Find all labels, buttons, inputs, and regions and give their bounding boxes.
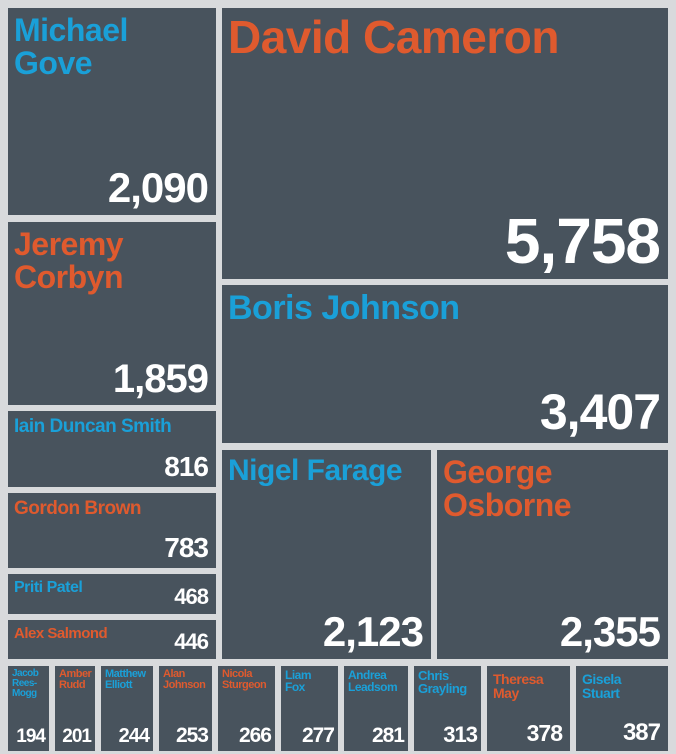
tile-value-label: 1,859 xyxy=(112,357,209,401)
tile-value-label: 5,758 xyxy=(504,205,661,277)
tile-name-label: Gisela Stuart xyxy=(582,671,622,702)
tile-name-label: Gordon Brown xyxy=(14,498,141,519)
tile-value-label: 2,090 xyxy=(107,164,209,211)
treemap-tile-rudd: Amber Rudd 201 xyxy=(55,666,95,751)
treemap-tile-gove: Michael Gove 2,090 xyxy=(8,8,216,215)
tile-name-label: Iain Duncan Smith xyxy=(14,416,172,437)
tile-name-label: Theresa May xyxy=(493,671,544,702)
tile-value-label: 446 xyxy=(174,629,209,654)
tile-name-label: Jeremy Corbyn xyxy=(14,226,124,295)
tile-value-label: 277 xyxy=(301,724,335,747)
tile-name-label: Nigel Farage xyxy=(228,454,403,487)
treemap-tile-patel: Priti Patel 468 xyxy=(8,574,216,614)
tile-value-label: 3,407 xyxy=(539,384,661,440)
tile-value-label: 816 xyxy=(164,451,209,482)
tile-name-label: Andrea Leadsom xyxy=(348,668,398,695)
treemap-tile-ids: Iain Duncan Smith 816 xyxy=(8,411,216,487)
tile-name-label: Liam Fox xyxy=(285,668,312,695)
tile-value-label: 783 xyxy=(164,532,209,563)
treemap-tile-farage: Nigel Farage 2,123 xyxy=(222,450,431,659)
treemap-tile-reesmogg: Jacob Rees- Mogg 194 xyxy=(8,666,49,751)
tile-name-label: Matthew Elliott xyxy=(105,668,146,692)
tile-value-label: 281 xyxy=(371,724,405,747)
tile-name-label: Alex Salmond xyxy=(14,625,108,642)
tile-name-label: Jacob Rees- Mogg xyxy=(12,668,39,700)
tile-name-label: Boris Johnson xyxy=(228,289,460,327)
tile-name-label: Amber Rudd xyxy=(59,668,92,692)
tile-value-label: 2,355 xyxy=(559,608,661,655)
tile-name-label: David Cameron xyxy=(228,11,559,63)
tile-value-label: 194 xyxy=(16,726,46,747)
tile-name-label: Chris Grayling xyxy=(418,668,467,697)
tile-name-label: Nicola Sturgeon xyxy=(222,668,267,692)
treemap-tile-corbyn: Jeremy Corbyn 1,859 xyxy=(8,222,216,405)
tile-name-label: Alan Johnson xyxy=(163,668,206,692)
treemap-tile-grayling: Chris Grayling 313 xyxy=(414,666,481,751)
treemap-tile-osborne: George Osborne 2,355 xyxy=(437,450,668,659)
tile-value-label: 253 xyxy=(175,724,209,747)
tile-value-label: 313 xyxy=(443,722,478,747)
treemap-tile-cameron: David Cameron 5,758 xyxy=(222,8,668,279)
treemap-tile-elliott: Matthew Elliott 244 xyxy=(101,666,153,751)
treemap-tile-johnson: Boris Johnson 3,407 xyxy=(222,285,668,443)
tile-name-label: Michael Gove xyxy=(14,12,128,81)
tile-name-label: George Osborne xyxy=(443,454,572,523)
treemap-tile-leadsom: Andrea Leadsom 281 xyxy=(344,666,408,751)
tile-name-label: Priti Patel xyxy=(14,579,83,596)
tile-value-label: 201 xyxy=(62,726,92,747)
tile-value-label: 244 xyxy=(118,725,150,747)
treemap-tile-ajohnson: Alan Johnson 253 xyxy=(159,666,212,751)
tile-value-label: 468 xyxy=(174,584,209,609)
tile-value-label: 266 xyxy=(238,724,272,747)
treemap-tile-fox: Liam Fox 277 xyxy=(281,666,338,751)
treemap-tile-brown: Gordon Brown 783 xyxy=(8,493,216,568)
treemap-tile-stuart: Gisela Stuart 387 xyxy=(576,666,668,751)
tile-value-label: 378 xyxy=(526,720,563,746)
treemap-tile-may: Theresa May 378 xyxy=(487,666,570,751)
treemap-tile-sturgeon: Nicola Sturgeon 266 xyxy=(218,666,275,751)
tile-value-label: 387 xyxy=(622,719,661,746)
treemap-tile-salmond: Alex Salmond 446 xyxy=(8,620,216,659)
tile-value-label: 2,123 xyxy=(322,608,424,655)
